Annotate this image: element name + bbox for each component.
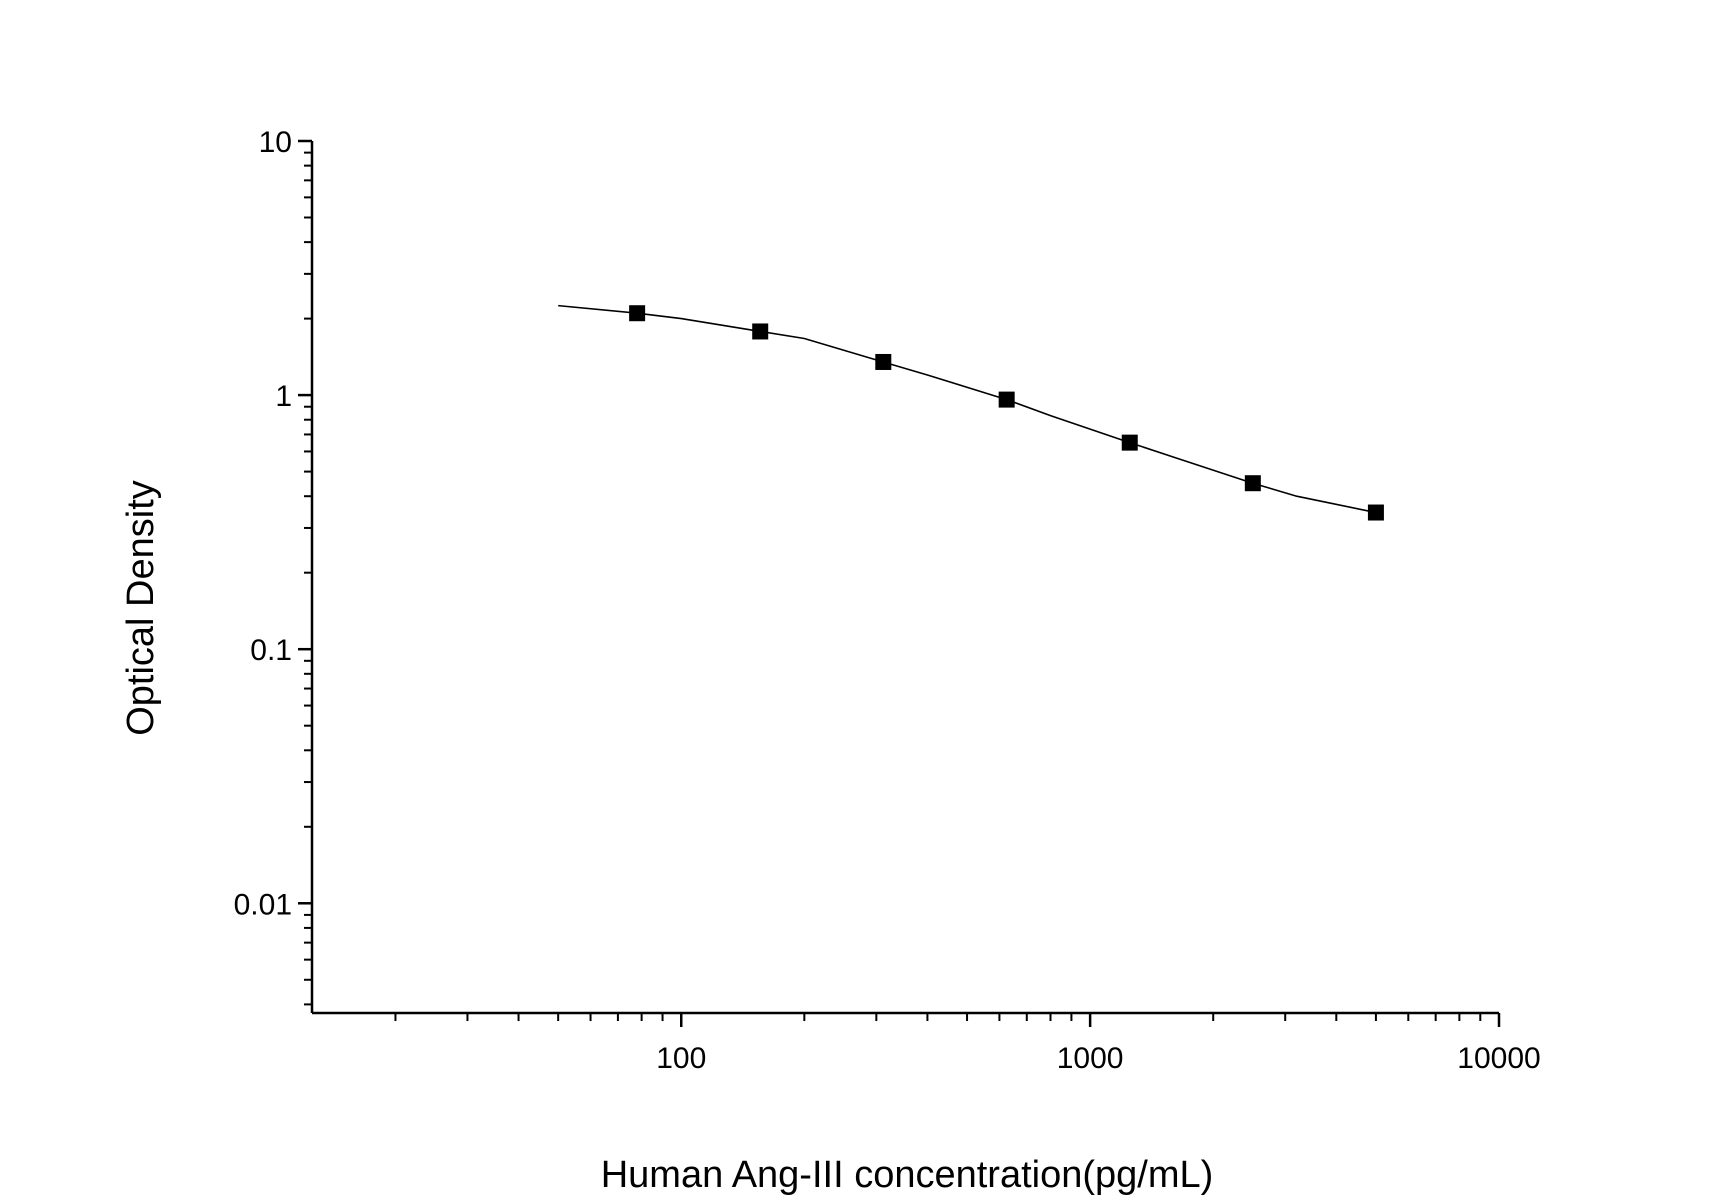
axes — [310, 141, 1499, 1015]
y-tick-label: 0.1 — [250, 634, 292, 667]
data-point — [998, 391, 1015, 408]
y-tick-label: 0.01 — [234, 888, 292, 921]
y-axis-title: Optical Density — [120, 480, 162, 736]
data-point — [752, 323, 769, 340]
data-point — [875, 353, 892, 370]
fit-curve-layer — [558, 304, 1377, 514]
x-tick-label: 10000 — [1457, 1042, 1540, 1075]
data-point — [629, 305, 646, 322]
axis-ticks — [298, 139, 1501, 1027]
x-axis-title: Human Ang-III concentration(pg/mL) — [601, 1154, 1214, 1196]
data-point — [1367, 504, 1384, 521]
data-point — [1121, 434, 1138, 451]
x-tick-label: 1000 — [1057, 1042, 1124, 1075]
y-tick-label: 10 — [259, 126, 292, 159]
x-tick-label: 100 — [656, 1042, 706, 1075]
y-tick-label: 1 — [275, 380, 292, 413]
fit-curve — [558, 304, 1377, 514]
tick-labels: 100 1000 10000 10 1 0.1 0.01 — [234, 126, 1541, 1075]
data-points-layer — [629, 305, 1384, 521]
data-point — [1244, 475, 1261, 492]
